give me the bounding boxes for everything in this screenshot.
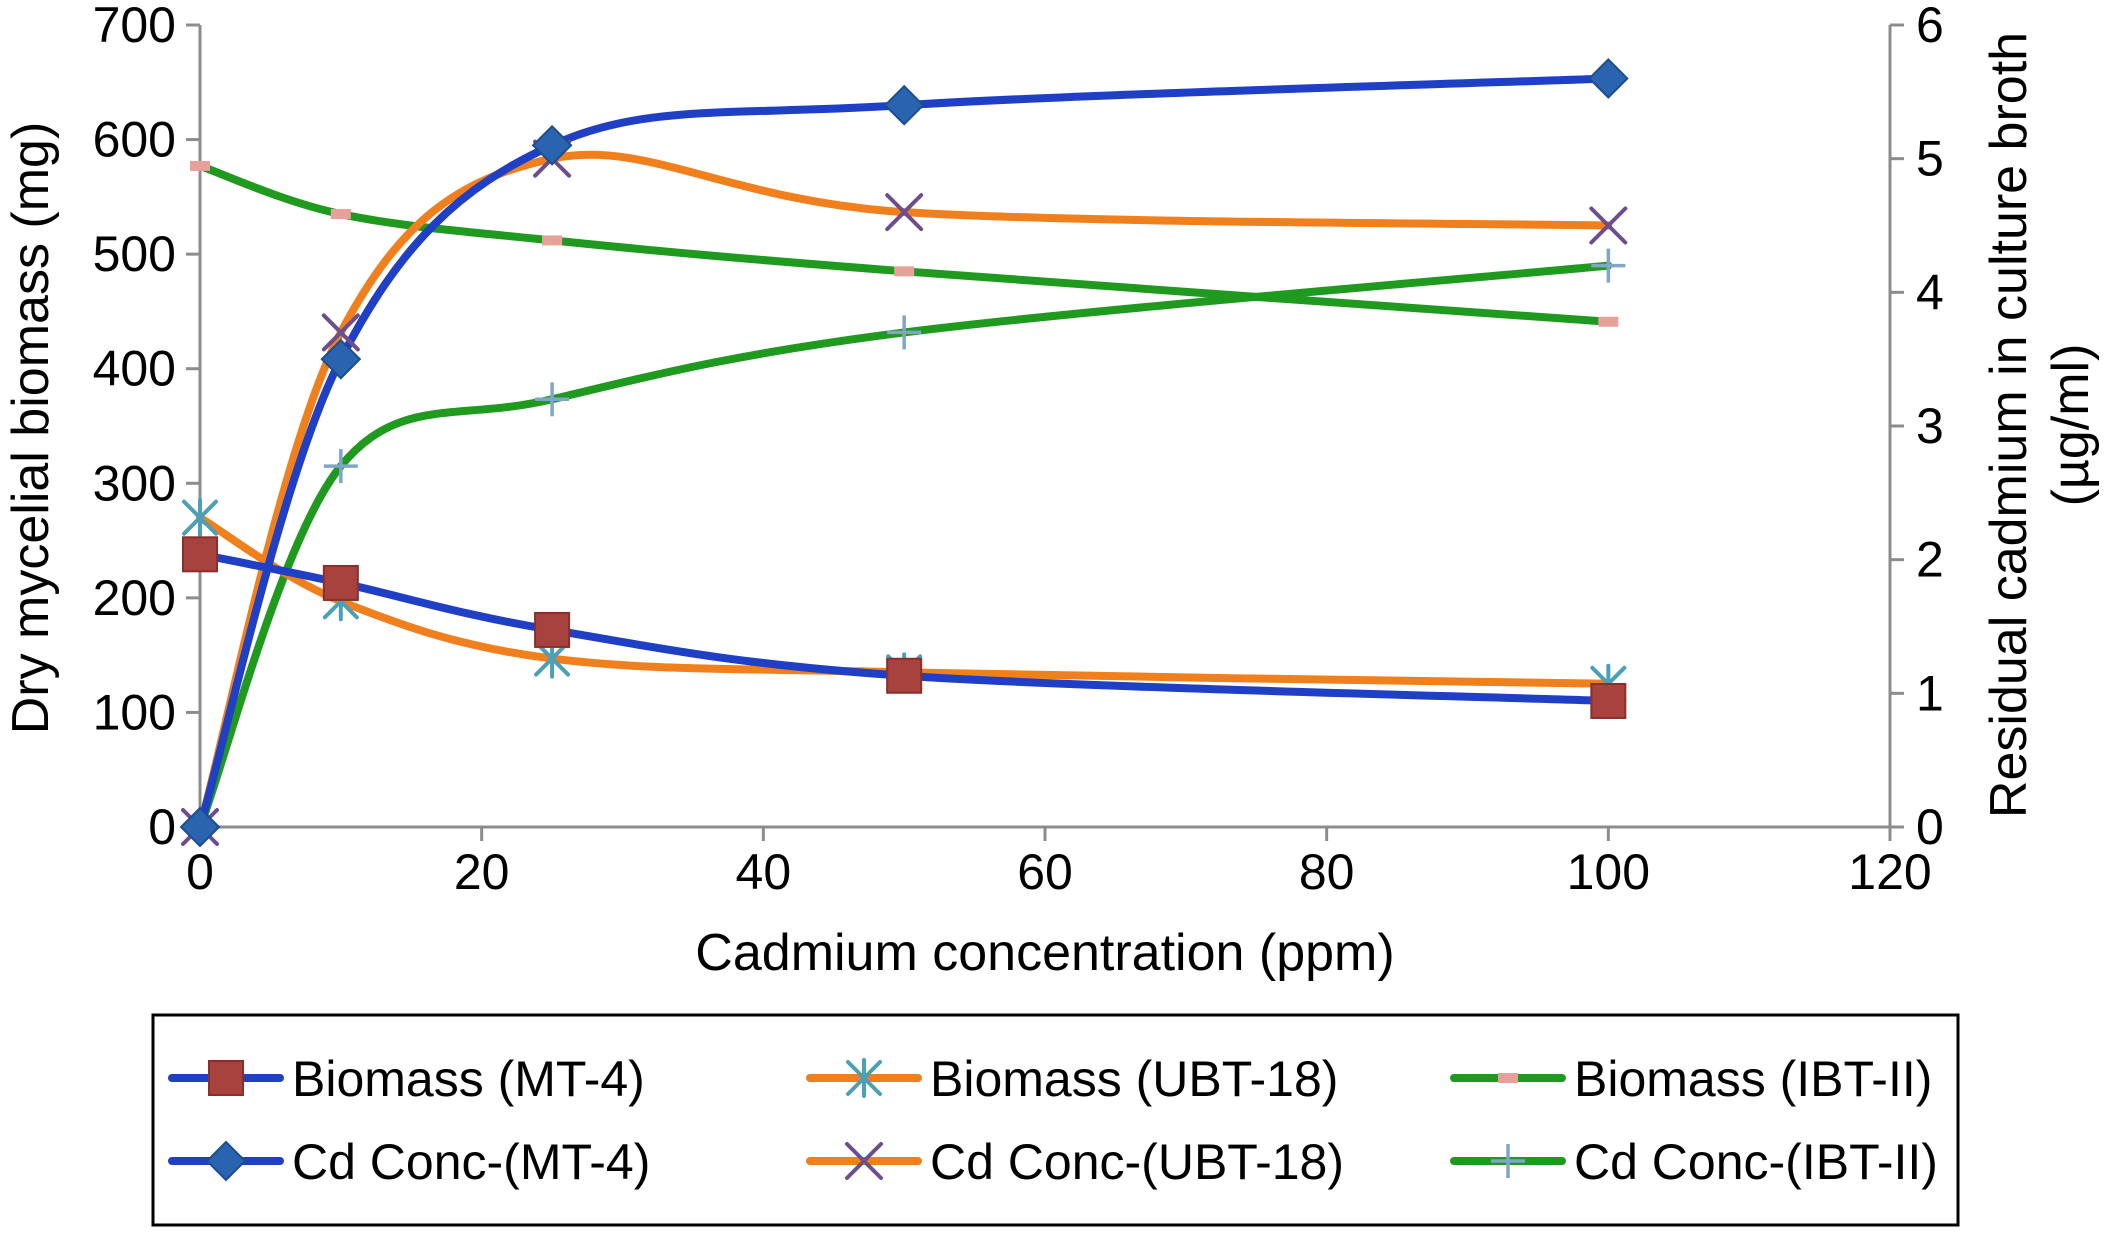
data-point-1 bbox=[1590, 682, 1627, 719]
data-point-1 bbox=[886, 657, 923, 694]
data-point-3 bbox=[330, 209, 351, 220]
y-tick-label: 300 bbox=[93, 455, 176, 511]
y2-tick-label: 4 bbox=[1916, 264, 1944, 320]
x-tick-label: 0 bbox=[186, 844, 214, 900]
y-tick-label: 400 bbox=[93, 341, 176, 397]
data-point-5 bbox=[1589, 206, 1628, 245]
data-point-3 bbox=[1598, 316, 1619, 327]
data-point-6 bbox=[1591, 248, 1626, 283]
data-point-6 bbox=[887, 315, 922, 350]
x-tick-label: 40 bbox=[736, 844, 792, 900]
data-point-3 bbox=[894, 266, 915, 277]
legend-marker bbox=[1498, 1073, 1518, 1083]
y-tick-label: 500 bbox=[93, 226, 176, 282]
legend-item-6: Cd Conc-(IBT-II) bbox=[1450, 1134, 1938, 1190]
series-line-4 bbox=[196, 74, 1613, 831]
marker-stroke bbox=[1589, 206, 1628, 245]
legend-item-5: Cd Conc-(UBT-18) bbox=[806, 1134, 1344, 1190]
data-point-3 bbox=[190, 160, 210, 171]
y2-tick-label: 5 bbox=[1916, 131, 1944, 187]
data-point-1 bbox=[182, 536, 218, 573]
y2-tick-label: 0 bbox=[1916, 799, 1944, 855]
y-axis-title: Dry mycelial biomass (mg) bbox=[2, 122, 60, 735]
x-tick-label: 100 bbox=[1567, 844, 1650, 900]
legend-label: Biomass (MT-4) bbox=[292, 1051, 645, 1107]
data-point-6 bbox=[535, 382, 570, 417]
data-point-1 bbox=[534, 611, 571, 648]
legend-item-2: Biomass (UBT-18) bbox=[806, 1051, 1338, 1107]
axes-layer: 0 20 40 60 80 100 1200100200300400500600700012… bbox=[93, 0, 1944, 900]
data-point-3 bbox=[542, 235, 563, 246]
legend: Biomass (MT-4) Biomass (UBT-18) Biomass (I… bbox=[168, 1051, 1938, 1190]
markers-layer bbox=[179, 58, 1629, 848]
legend-label: Cd Conc-(UBT-18) bbox=[930, 1134, 1344, 1190]
legend-marker bbox=[208, 1060, 244, 1096]
data-point-5 bbox=[885, 193, 924, 232]
data-point-4 bbox=[179, 806, 221, 848]
data-point-6 bbox=[323, 449, 358, 484]
legend-marker bbox=[846, 1058, 882, 1098]
legend-item-3: Biomass (IBT-II) bbox=[1450, 1051, 1932, 1107]
legend-marker bbox=[1491, 1144, 1525, 1178]
x-axis-title: Cadmium concentration (ppm) bbox=[695, 924, 1394, 982]
legend-marker bbox=[845, 1142, 883, 1180]
y2-axis-title-line1: Residual cadmium in culture broth bbox=[1980, 32, 2038, 818]
legend-label: Biomass (IBT-II) bbox=[1574, 1051, 1932, 1107]
legend-marker bbox=[205, 1140, 247, 1182]
data-point-5 bbox=[321, 313, 360, 352]
data-point-4 bbox=[883, 84, 925, 126]
marker-stroke bbox=[321, 313, 360, 352]
series-line-5 bbox=[196, 150, 1613, 831]
y-tick-label: 100 bbox=[93, 684, 176, 740]
legend-label: Biomass (UBT-18) bbox=[930, 1051, 1338, 1107]
y2-tick-label: 1 bbox=[1916, 665, 1944, 721]
y-tick-label: 0 bbox=[148, 799, 176, 855]
y2-tick-label: 3 bbox=[1916, 398, 1944, 454]
y2-tick-label: 2 bbox=[1916, 532, 1944, 588]
y2-axis-title-line2: (µg/ml) bbox=[2042, 344, 2100, 507]
x-tick-label: 60 bbox=[1017, 844, 1073, 900]
marker-stroke bbox=[885, 193, 924, 232]
data-point-4 bbox=[1587, 58, 1629, 99]
y-tick-label: 200 bbox=[93, 570, 176, 626]
series-line-6 bbox=[196, 261, 1613, 831]
x-tick-label: 20 bbox=[454, 844, 510, 900]
data-point-4 bbox=[320, 338, 362, 380]
data-point-1 bbox=[322, 564, 359, 601]
legend-label: Cd Conc-(MT-4) bbox=[292, 1134, 650, 1190]
legend-label: Cd Conc-(IBT-II) bbox=[1574, 1134, 1938, 1190]
data-point-4 bbox=[531, 124, 573, 166]
lines-layer bbox=[196, 74, 1613, 831]
y-tick-label: 600 bbox=[93, 112, 176, 168]
marker-stroke bbox=[845, 1142, 883, 1180]
y-tick-label: 700 bbox=[93, 0, 176, 53]
x-tick-label: 80 bbox=[1299, 844, 1355, 900]
legend-item-4: Cd Conc-(MT-4) bbox=[168, 1134, 650, 1190]
data-point-2 bbox=[182, 497, 218, 538]
legend-item-1: Biomass (MT-4) bbox=[168, 1051, 645, 1107]
x-tick-label: 120 bbox=[1848, 844, 1931, 900]
legend-box bbox=[151, 1013, 1960, 1227]
y2-tick-label: 6 bbox=[1916, 0, 1944, 53]
